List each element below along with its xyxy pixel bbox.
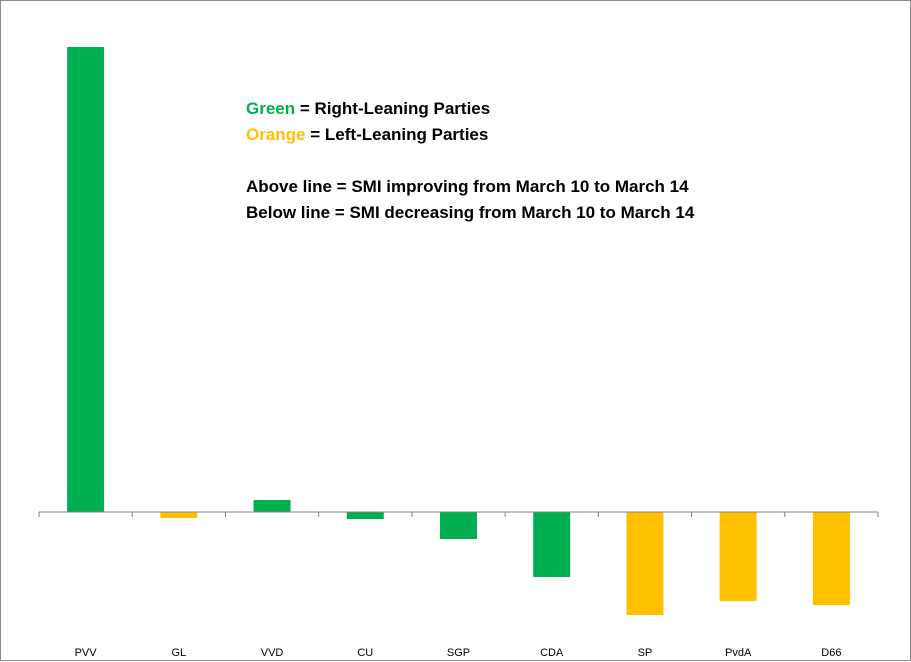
x-tick-label-pvv: PVV xyxy=(75,647,98,659)
legend-green-text: = Right-Leaning Parties xyxy=(295,99,491,118)
legend-orange-line: Orange = Left-Leaning Parties xyxy=(246,122,694,148)
bar-sgp xyxy=(440,512,477,539)
bar-vvd xyxy=(253,500,291,512)
x-tick-label-sgp: SGP xyxy=(447,647,470,659)
x-axis-ticks xyxy=(38,512,879,517)
bar-pvda xyxy=(719,512,757,601)
legend-orange-text: = Left-Leaning Parties xyxy=(305,125,489,144)
x-tick-label-sp: SP xyxy=(638,647,653,659)
bars-group xyxy=(67,47,850,615)
bar-cda xyxy=(533,512,571,577)
x-tick-label-d66: D66 xyxy=(821,647,841,659)
x-tick-label-vvd: VVD xyxy=(261,647,284,659)
legend-spacer xyxy=(246,148,694,174)
bar-gl xyxy=(160,512,198,518)
bar-cu xyxy=(346,512,384,519)
x-tick-label-pvda: PvdA xyxy=(725,647,752,659)
x-tick-label-cda: CDA xyxy=(540,647,564,659)
legend-green-word: Green xyxy=(246,99,296,118)
x-tick-label-cu: CU xyxy=(357,647,373,659)
bar-pvv xyxy=(67,47,105,512)
below-line-note: Below line = SMI decreasing from March 1… xyxy=(246,203,695,222)
above-line-note: Above line = SMI improving from March 10… xyxy=(246,177,689,196)
bar-d66 xyxy=(812,512,850,605)
x-axis-labels: PVV GL VVD CU SGP CDA SP PvdA D66 xyxy=(75,647,842,659)
legend-orange-word: Orange xyxy=(246,125,306,144)
x-tick-label-gl: GL xyxy=(171,647,186,659)
bar-sp xyxy=(626,512,664,615)
legend-annotation: Green = Right-Leaning Parties Orange = L… xyxy=(246,96,694,226)
legend-green-line: Green = Right-Leaning Parties xyxy=(246,96,694,122)
